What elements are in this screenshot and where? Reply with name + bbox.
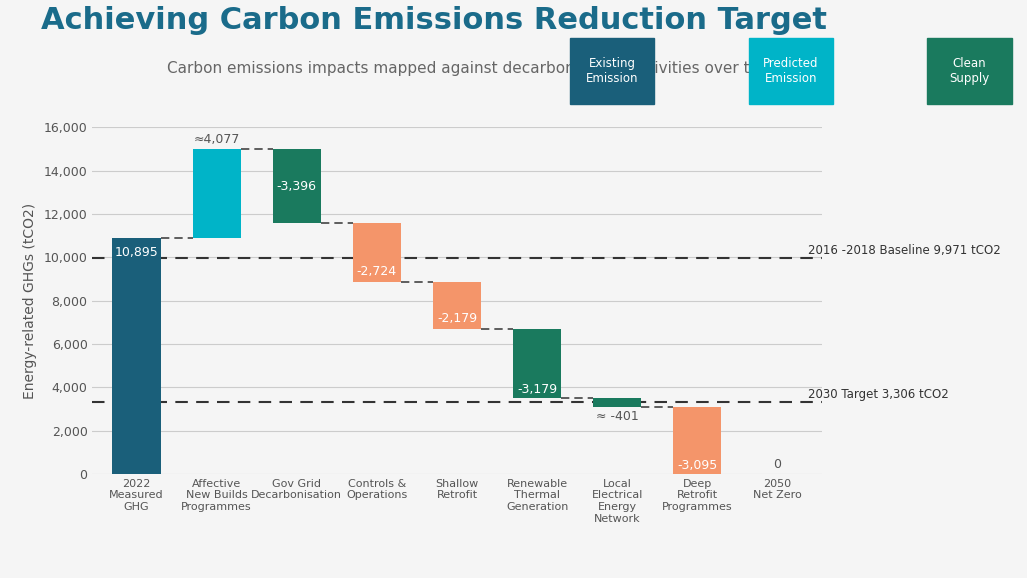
Text: -3,095: -3,095 [677,459,718,472]
Bar [353,223,401,282]
Bar [674,407,721,474]
Text: Predicted
Emission: Predicted Emission [763,57,819,85]
Bar [113,238,160,474]
Text: -3,396: -3,396 [276,180,316,192]
Text: -2,179: -2,179 [436,313,478,325]
Text: Existing
Emission: Existing Emission [585,57,639,85]
Bar [273,150,320,223]
Text: 10,895: 10,895 [115,246,158,260]
Text: Carbon emissions impacts mapped against decarbonisation activities over time: Carbon emissions impacts mapped against … [166,61,778,76]
Text: 0: 0 [773,458,782,472]
Text: ≈4,077: ≈4,077 [193,133,240,146]
Bar [594,398,641,407]
Y-axis label: Energy-related GHGs (tCO2): Energy-related GHGs (tCO2) [23,202,37,399]
Text: 2030 Target 3,306 tCO2: 2030 Target 3,306 tCO2 [808,388,949,401]
Bar [514,329,561,398]
Text: ≈ -401: ≈ -401 [596,410,639,423]
Text: -3,179: -3,179 [517,383,558,396]
Text: Clean
Supply: Clean Supply [949,57,990,85]
Bar [193,150,240,238]
Text: -2,724: -2,724 [356,265,397,278]
Text: 2016 -2018 Baseline 9,971 tCO2: 2016 -2018 Baseline 9,971 tCO2 [808,243,1000,257]
Text: Achieving Carbon Emissions Reduction Target: Achieving Carbon Emissions Reduction Tar… [41,6,827,35]
Bar [433,282,481,329]
